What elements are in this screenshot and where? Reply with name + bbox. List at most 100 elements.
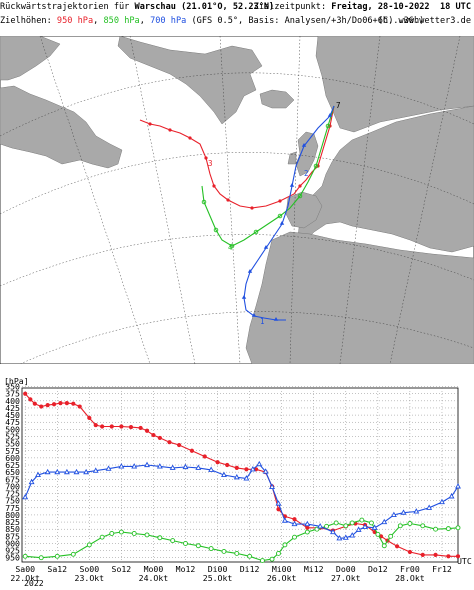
copyright: (C) www.wetter3.de: [377, 16, 471, 26]
series-point: [371, 524, 378, 530]
series-point: [131, 463, 138, 469]
labrador-land: [0, 36, 61, 81]
target-label: Zielzeitpunkt:: [253, 2, 332, 12]
series-point: [324, 523, 330, 529]
date-label: 24.Okt: [139, 573, 169, 583]
series-point: [54, 468, 61, 475]
x-tick-label: Mi00: [272, 564, 292, 574]
series-point: [77, 404, 82, 409]
y-tick-label: 425: [5, 403, 20, 413]
series-point: [455, 525, 461, 531]
series-point: [83, 468, 90, 475]
series-point: [275, 500, 282, 506]
basis-text: (GFS 0.5°, Basis: Analysen/+3h/Do06+6h..…: [186, 16, 425, 26]
date-label: 28.Okt: [395, 573, 425, 583]
y-tick-label: 900: [5, 538, 20, 548]
series-point: [167, 440, 172, 445]
y-tick-label: 725: [5, 489, 20, 499]
title-location: Warschau (21.01°O, 52.23°N): [134, 2, 275, 12]
series-point: [22, 553, 28, 559]
series-point: [397, 523, 403, 529]
y-tick-label: 875: [5, 531, 20, 541]
series-point: [446, 554, 451, 559]
x-tick-label: Mi12: [304, 564, 324, 574]
series-point: [118, 529, 124, 535]
y-tick-label: 925: [5, 546, 20, 556]
series-point: [292, 534, 297, 540]
series-point: [87, 415, 92, 421]
series-point: [407, 549, 413, 555]
series-point: [23, 391, 28, 396]
series-point: [291, 520, 298, 527]
pressure-chart: [hPa] 3503754004254504755005255505756006…: [4, 376, 472, 588]
y-tick-label: 700: [5, 481, 20, 491]
series-point: [244, 467, 249, 472]
series-point: [183, 541, 188, 546]
series-point: [282, 542, 288, 548]
series-point: [128, 424, 134, 430]
series-point: [118, 463, 125, 469]
y-tick-label: 575: [5, 446, 20, 456]
series-point: [343, 523, 349, 529]
series-point: [249, 465, 256, 472]
series-point: [32, 401, 37, 406]
series-point: [256, 460, 263, 467]
series-point: [433, 526, 439, 532]
y-tick-label: 500: [5, 424, 20, 434]
y-tick-label: 475: [5, 417, 20, 427]
series-point: [269, 556, 275, 562]
y-tick-label: 750: [5, 496, 20, 506]
greenland-land: [117, 36, 263, 125]
y-tick-label: 825: [5, 517, 20, 527]
x-tick-label: So00: [79, 564, 99, 574]
series-point: [28, 478, 35, 485]
series-point: [157, 535, 163, 541]
north-america-land: [0, 85, 123, 169]
plot-area: [21, 387, 459, 563]
series-point: [420, 552, 425, 557]
series-point: [413, 508, 420, 514]
series-point: [390, 511, 397, 517]
series-point: [455, 554, 461, 559]
series-point: [349, 532, 356, 538]
series-layer: [22, 391, 461, 564]
series-point: [208, 466, 215, 472]
y-tick-label: 350: [5, 382, 20, 392]
series-point: [176, 442, 182, 448]
x-tick-label: Sa00: [15, 564, 35, 574]
series-point: [105, 465, 112, 471]
series-point: [259, 558, 265, 564]
series-point: [355, 526, 362, 532]
level-850-label: 850 hPa: [103, 16, 140, 26]
x-tick-label: Sa12: [47, 564, 67, 574]
iceland-land: [259, 89, 295, 109]
y-tick-label: 450: [5, 410, 20, 420]
date-label: 25.Okt: [203, 573, 233, 583]
series-point: [195, 464, 202, 470]
series-point: [73, 468, 80, 475]
africa-land: [245, 231, 474, 364]
series-point: [381, 543, 387, 549]
x-tick-label: Do00: [336, 564, 356, 574]
series-point: [304, 520, 311, 527]
series-point: [234, 550, 240, 556]
series-point: [342, 534, 349, 540]
series-point: [445, 526, 451, 532]
series-point: [138, 425, 143, 431]
series-point: [292, 517, 297, 522]
series-point: [225, 462, 230, 468]
series-point: [448, 493, 455, 499]
series-point: [359, 517, 365, 523]
series-point: [221, 471, 227, 478]
y-tick-label: 775: [5, 503, 20, 513]
series-point: [362, 523, 368, 529]
target-time: Freitag, 28-10-2022 18 UTC: [331, 2, 471, 12]
series-point: [433, 552, 438, 557]
series-point: [215, 460, 220, 465]
series-point: [208, 546, 214, 552]
trajectory-map: 4 7 2 3 1: [0, 36, 474, 364]
series-point: [420, 523, 426, 529]
series-point: [38, 555, 44, 561]
y-tick-label: 600: [5, 453, 20, 463]
series-point: [109, 531, 115, 536]
